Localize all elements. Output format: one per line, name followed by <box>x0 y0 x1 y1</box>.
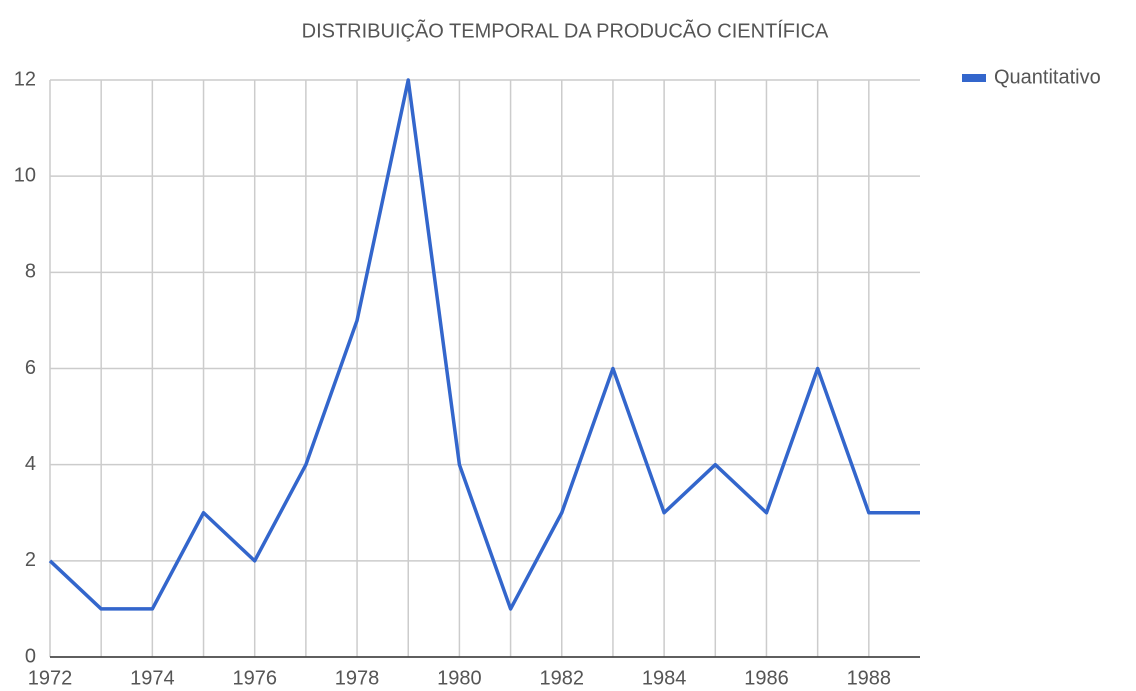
x-tick-label: 1984 <box>642 667 687 689</box>
data-line <box>48 78 920 611</box>
chart-title: DISTRIBUIÇÃO TEMPORAL DA PRODUCÃO CIENTÍ… <box>302 18 829 42</box>
x-tick-label: 1980 <box>437 667 482 689</box>
y-tick-label: 8 <box>25 261 36 283</box>
y-tick-label: 4 <box>25 453 36 475</box>
x-tick-label: 1982 <box>540 667 585 689</box>
legend-swatch <box>962 74 986 82</box>
x-tick-label: 1986 <box>744 667 789 689</box>
x-tick-label: 1972 <box>28 667 73 689</box>
x-tick-label: 1978 <box>335 667 380 689</box>
x-tick-label: 1988 <box>847 667 892 689</box>
y-tick-label: 6 <box>25 357 36 379</box>
x-tick-label: 1976 <box>232 667 277 689</box>
y-tick-label: 0 <box>25 645 36 667</box>
y-tick-label: 12 <box>14 68 36 90</box>
x-tick-label: 1974 <box>130 667 175 689</box>
legend-label: Quantitativo <box>994 66 1101 88</box>
y-tick-label: 2 <box>25 549 36 571</box>
y-tick-label: 10 <box>14 164 36 186</box>
